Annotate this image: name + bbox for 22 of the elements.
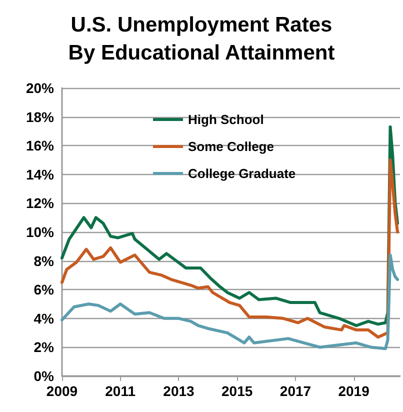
x-tick-label: 2013: [163, 383, 195, 399]
y-tick-label: 20%: [26, 80, 55, 96]
y-tick-label: 10%: [26, 224, 55, 240]
legend-label: College Graduate: [188, 166, 296, 181]
y-tick-label: 8%: [34, 252, 55, 269]
y-tick-label: 14%: [26, 166, 55, 182]
x-tick-label: 2011: [105, 383, 136, 399]
y-tick-label: 6%: [34, 282, 55, 298]
y-tick-label: 4%: [34, 310, 55, 326]
legend-label: High School: [188, 112, 264, 127]
line-series: [60, 254, 400, 350]
x-tick-label: 2019: [338, 383, 370, 399]
y-tick-label: 18%: [26, 108, 55, 125]
x-tick-label: 2017: [280, 383, 312, 399]
x-tick-label: 2009: [46, 383, 78, 399]
x-tick-label: 2015: [221, 383, 253, 399]
y-tick-label: 0%: [34, 368, 55, 384]
y-tick-label: 12%: [26, 195, 55, 212]
chart-title: U.S. Unemployment Rates By Educational Attainment: [68, 14, 335, 64]
y-tick-label: 2%: [34, 339, 55, 356]
legend-label: Some College: [188, 139, 274, 154]
y-tick-label: 16%: [26, 138, 55, 154]
